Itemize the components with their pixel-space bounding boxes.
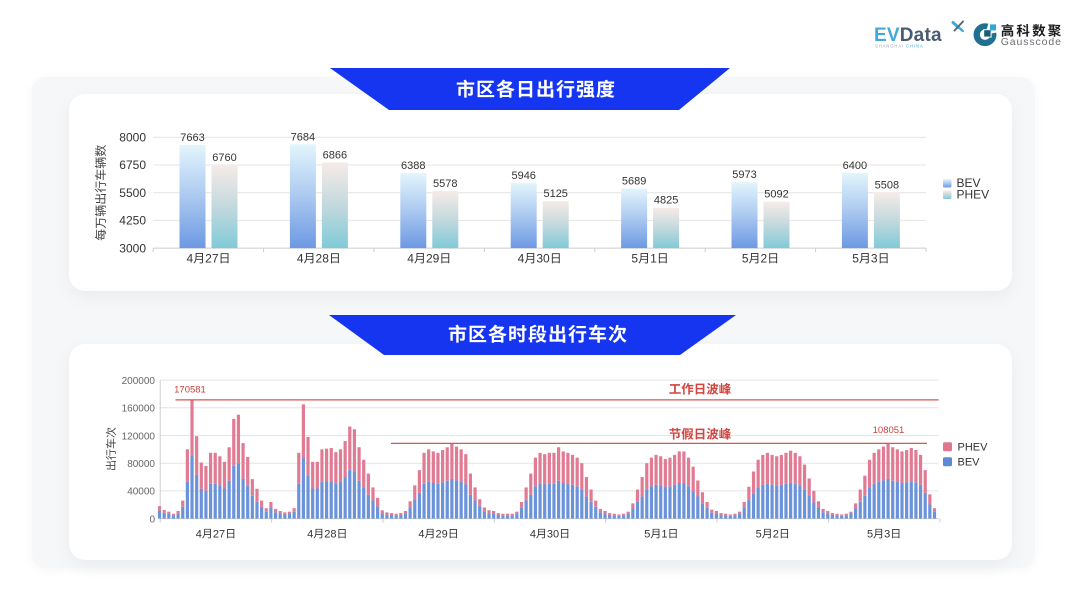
svg-text:SHANGHAI CHINA: SHANGHAI CHINA bbox=[875, 44, 924, 49]
svg-text:每万辆出行车辆数: 每万辆出行车辆数 bbox=[94, 145, 108, 241]
svg-text:5月2日: 5月2日 bbox=[756, 529, 790, 541]
svg-text:出行车次: 出行车次 bbox=[105, 427, 118, 471]
svg-text:4825: 4825 bbox=[654, 195, 678, 207]
svg-text:5973: 5973 bbox=[732, 169, 756, 181]
svg-text:7663: 7663 bbox=[180, 132, 204, 144]
svg-text:200000: 200000 bbox=[122, 376, 156, 387]
svg-text:Gausscode: Gausscode bbox=[1001, 36, 1062, 48]
svg-text:6400: 6400 bbox=[843, 160, 867, 172]
svg-text:5125: 5125 bbox=[543, 188, 567, 200]
svg-text:170581: 170581 bbox=[174, 385, 206, 396]
svg-text:BEV: BEV bbox=[957, 176, 981, 190]
svg-text:5月1日: 5月1日 bbox=[631, 252, 668, 266]
svg-text:6760: 6760 bbox=[212, 152, 236, 164]
svg-text:4月30日: 4月30日 bbox=[518, 252, 562, 266]
svg-text:108051: 108051 bbox=[873, 425, 905, 436]
svg-text:5578: 5578 bbox=[433, 178, 457, 190]
svg-text:4250: 4250 bbox=[119, 214, 146, 228]
svg-text:市区各时段出行车次: 市区各时段出行车次 bbox=[448, 324, 628, 346]
svg-text:80000: 80000 bbox=[127, 459, 155, 470]
svg-text:PHEV: PHEV bbox=[958, 442, 989, 454]
svg-text:0: 0 bbox=[149, 514, 155, 525]
svg-text:EVData: EVData bbox=[874, 25, 942, 46]
svg-text:5月3日: 5月3日 bbox=[852, 252, 889, 266]
svg-text:7684: 7684 bbox=[291, 131, 315, 143]
svg-text:6866: 6866 bbox=[323, 149, 347, 161]
svg-text:4月27日: 4月27日 bbox=[196, 529, 236, 541]
svg-text:5月1日: 5月1日 bbox=[644, 529, 678, 541]
svg-text:6388: 6388 bbox=[401, 160, 425, 172]
svg-text:市区各日出行强度: 市区各日出行强度 bbox=[456, 79, 616, 101]
svg-text:8000: 8000 bbox=[119, 131, 146, 145]
svg-text:工作日波峰: 工作日波峰 bbox=[669, 383, 732, 397]
svg-text:5946: 5946 bbox=[511, 170, 535, 182]
svg-text:3000: 3000 bbox=[119, 241, 146, 255]
svg-text:节假日波峰: 节假日波峰 bbox=[669, 428, 732, 442]
svg-text:5500: 5500 bbox=[119, 186, 146, 200]
svg-text:4月29日: 4月29日 bbox=[418, 529, 458, 541]
svg-text:120000: 120000 bbox=[122, 431, 156, 442]
svg-text:40000: 40000 bbox=[127, 487, 155, 498]
svg-text:5689: 5689 bbox=[622, 176, 646, 188]
svg-text:PHEV: PHEV bbox=[957, 188, 990, 202]
svg-text:5月2日: 5月2日 bbox=[742, 252, 779, 266]
svg-text:4月29日: 4月29日 bbox=[407, 252, 451, 266]
svg-text:4月28日: 4月28日 bbox=[307, 529, 347, 541]
svg-text:4月27日: 4月27日 bbox=[186, 252, 230, 266]
svg-text:BEV: BEV bbox=[958, 457, 981, 469]
svg-text:160000: 160000 bbox=[122, 404, 156, 415]
svg-text:高科数聚: 高科数聚 bbox=[1001, 23, 1064, 38]
svg-text:5508: 5508 bbox=[875, 180, 899, 192]
svg-text:5092: 5092 bbox=[764, 189, 788, 201]
svg-text:5月3日: 5月3日 bbox=[867, 529, 901, 541]
svg-text:6750: 6750 bbox=[119, 158, 146, 172]
svg-text:4月30日: 4月30日 bbox=[530, 529, 570, 541]
svg-text:4月28日: 4月28日 bbox=[297, 252, 341, 266]
